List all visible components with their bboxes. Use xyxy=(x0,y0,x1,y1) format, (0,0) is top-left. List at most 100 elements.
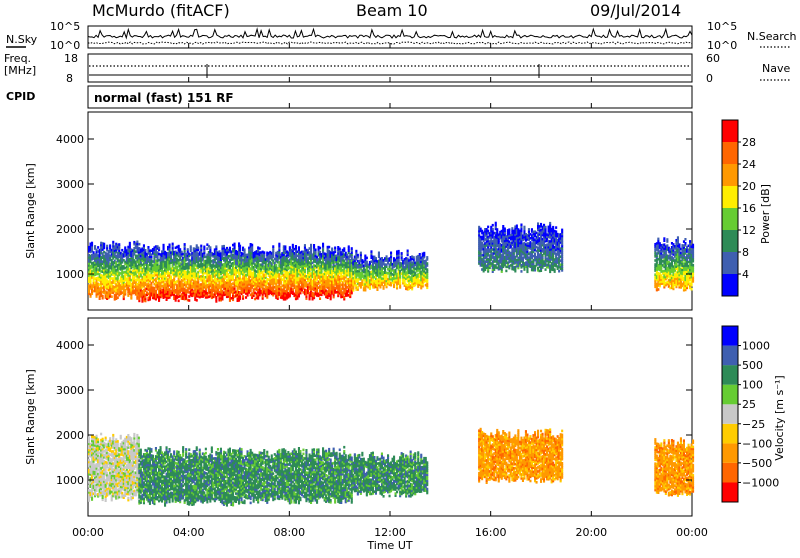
data-cell xyxy=(242,295,244,298)
data-cell xyxy=(322,243,324,246)
data-cell xyxy=(343,247,345,250)
data-cell xyxy=(109,244,111,247)
data-cell xyxy=(375,257,377,260)
data-cell xyxy=(103,243,105,246)
data-cell xyxy=(426,262,428,265)
data-cell xyxy=(289,246,291,249)
data-cell xyxy=(304,244,306,247)
data-cell xyxy=(339,248,341,251)
data-cell xyxy=(298,246,300,249)
noise-tick-right-bottom: 10^0 xyxy=(707,39,737,52)
data-cell xyxy=(244,248,246,251)
data-cell xyxy=(275,264,277,267)
data-cell xyxy=(295,245,297,248)
data-cell xyxy=(102,295,104,298)
data-cell xyxy=(487,226,489,229)
data-cell xyxy=(315,249,317,252)
station-title: McMurdo (fitACF) xyxy=(92,1,230,20)
data-cell xyxy=(263,251,265,254)
data-cell xyxy=(112,241,114,244)
data-cell xyxy=(401,252,403,255)
freq-tick-bottom: 8 xyxy=(66,72,73,85)
data-cell xyxy=(357,254,359,257)
cpid-label: CPID xyxy=(6,90,35,103)
data-cell xyxy=(511,227,513,230)
data-cell xyxy=(370,250,372,253)
data-cell xyxy=(170,276,172,279)
data-cell xyxy=(169,244,171,247)
data-cell xyxy=(390,252,392,255)
data-cell xyxy=(366,257,368,260)
data-cell xyxy=(292,244,294,247)
data-cell xyxy=(124,246,126,249)
data-cell xyxy=(278,243,280,246)
data-cell xyxy=(179,248,181,251)
data-cell xyxy=(284,245,286,248)
data-cell xyxy=(223,245,225,248)
data-cell xyxy=(398,250,400,253)
data-cell xyxy=(492,224,494,227)
data-cell xyxy=(413,256,415,259)
data-cell xyxy=(487,230,489,233)
data-cell xyxy=(331,248,333,251)
data-cell xyxy=(310,244,312,247)
data-cell xyxy=(184,243,186,246)
data-cell xyxy=(188,299,190,302)
data-cell xyxy=(272,245,274,248)
data-cell xyxy=(419,253,421,256)
data-cell xyxy=(172,243,174,246)
data-cell xyxy=(313,244,315,247)
data-cell xyxy=(328,246,330,249)
noise-tick-left-top: 10^5 xyxy=(50,20,80,33)
data-cell xyxy=(355,250,357,253)
data-cell xyxy=(259,247,261,250)
data-cell xyxy=(106,245,108,248)
data-cell xyxy=(197,247,199,250)
nave-tick-top: 60 xyxy=(706,52,720,65)
data-cell xyxy=(143,244,145,247)
data-cell xyxy=(348,245,350,248)
data-cell xyxy=(251,244,253,247)
noise-tick-left-bottom: 10^0 xyxy=(50,39,80,52)
data-cell xyxy=(118,243,120,246)
freq-label-2: [MHz] xyxy=(4,64,36,77)
data-cell xyxy=(496,228,498,231)
data-cell xyxy=(144,249,146,252)
data-cell xyxy=(200,245,202,248)
data-cell xyxy=(147,246,149,249)
data-cell xyxy=(502,225,504,228)
data-cell xyxy=(386,255,388,258)
nsky-trace xyxy=(88,29,692,38)
data-cell xyxy=(334,247,336,250)
data-cell xyxy=(516,225,518,228)
freq-tick-top: 18 xyxy=(64,52,78,65)
data-cell xyxy=(239,295,241,298)
power-scatter-data xyxy=(88,222,694,303)
data-cell xyxy=(378,252,380,255)
data-cell xyxy=(215,245,217,248)
data-cell xyxy=(351,247,353,250)
data-cell xyxy=(495,222,497,225)
data-cell xyxy=(187,248,189,251)
data-cell xyxy=(196,299,198,302)
data-cell xyxy=(163,244,165,247)
data-cell xyxy=(426,256,428,259)
data-cell xyxy=(319,247,321,250)
nave-tick-bottom: 0 xyxy=(706,72,713,85)
data-cell xyxy=(407,250,409,253)
data-cell xyxy=(426,268,428,271)
nave-label: Nave xyxy=(762,62,790,75)
data-cell xyxy=(97,246,99,249)
data-cell xyxy=(505,270,507,273)
data-cell xyxy=(94,245,96,248)
data-cell xyxy=(508,228,510,231)
noise-tick-right-top: 10^5 xyxy=(707,20,737,33)
data-cell xyxy=(229,247,231,250)
data-cell xyxy=(492,228,494,231)
data-cell xyxy=(203,246,205,249)
data-cell xyxy=(91,242,93,245)
data-cell xyxy=(239,245,241,248)
data-cell xyxy=(178,300,180,303)
